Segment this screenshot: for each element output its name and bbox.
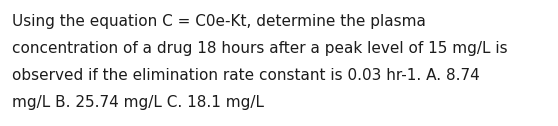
- Text: concentration of a drug 18 hours after a peak level of 15 mg/L is: concentration of a drug 18 hours after a…: [12, 41, 508, 56]
- Text: mg/L B. 25.74 mg/L C. 18.1 mg/L: mg/L B. 25.74 mg/L C. 18.1 mg/L: [12, 95, 264, 110]
- Text: observed if the elimination rate constant is 0.03 hr-1. A. 8.74: observed if the elimination rate constan…: [12, 68, 480, 83]
- Text: Using the equation C = C0e-Kt, determine the plasma: Using the equation C = C0e-Kt, determine…: [12, 14, 426, 29]
